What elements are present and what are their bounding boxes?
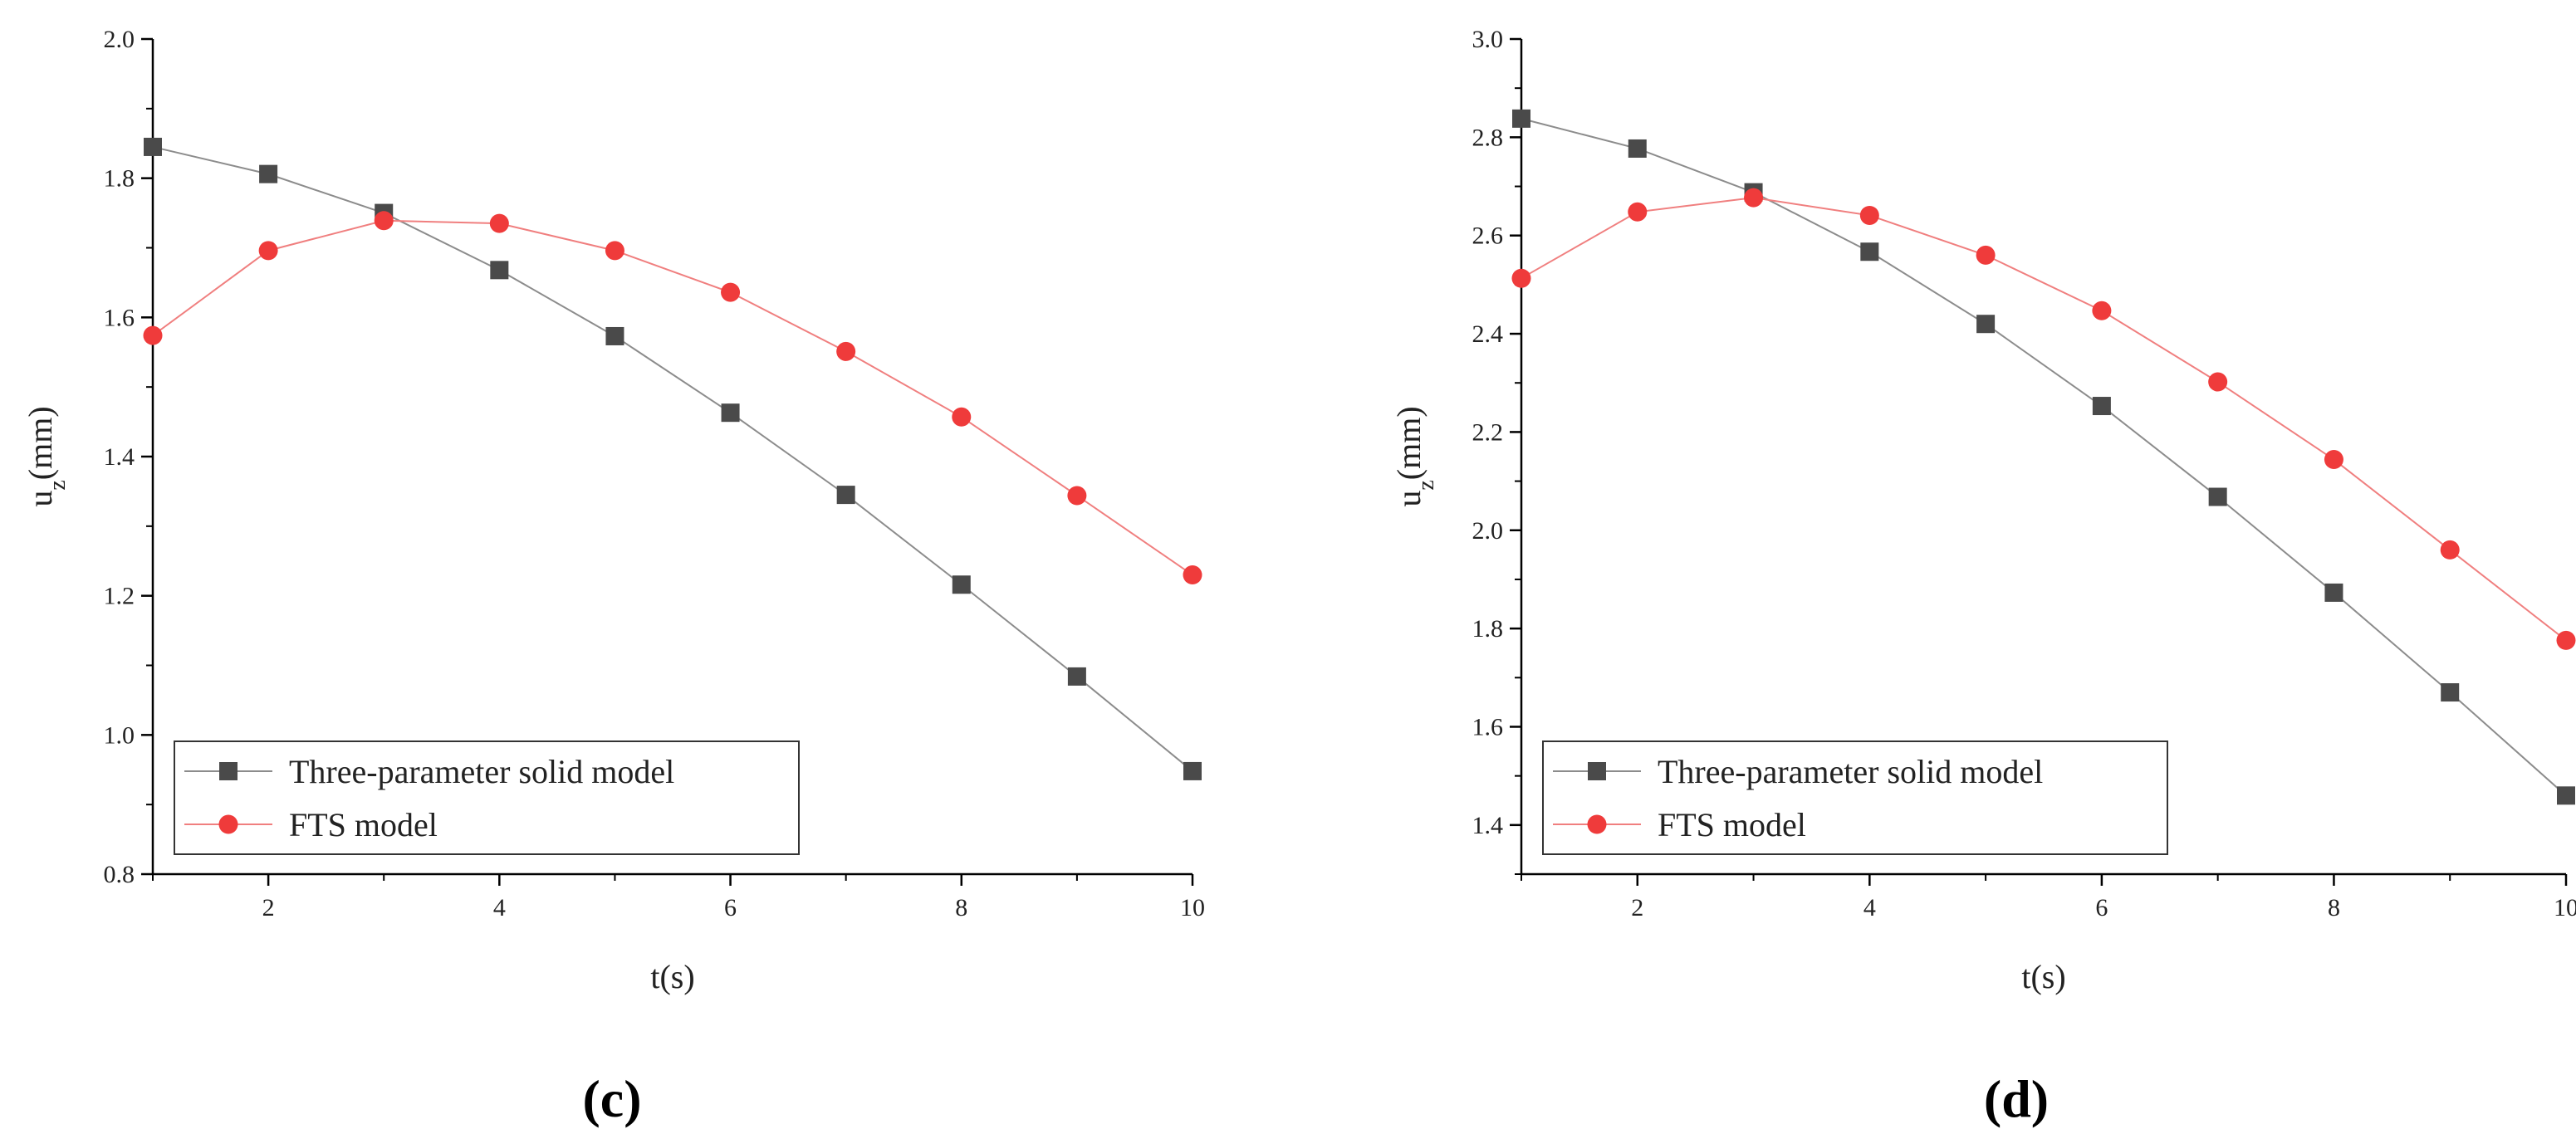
- y-tick-label: 1.6: [1472, 713, 1504, 740]
- x-tick-label: 2: [1631, 894, 1643, 921]
- legend-box: [1542, 740, 2168, 855]
- data-point-circle: [258, 241, 278, 261]
- panel-label: (c): [582, 1069, 641, 1128]
- data-point-square: [1512, 109, 1530, 128]
- series-line-three-parameter: [152, 145, 1193, 772]
- x-tick-label: 4: [1863, 894, 1876, 921]
- data-point-square: [605, 326, 624, 345]
- legend-label: FTS model: [1658, 806, 1806, 843]
- data-point-square: [259, 164, 278, 183]
- series-line-fts: [1521, 197, 2567, 642]
- y-axis-title-subscript: z: [1413, 480, 1439, 490]
- data-point-square: [144, 137, 162, 156]
- y-axis-title-unit: (mm): [1390, 406, 1428, 480]
- data-point-square: [490, 261, 509, 280]
- x-tick-label: 8: [2328, 894, 2340, 921]
- legend-box: [174, 740, 800, 855]
- data-point-square: [836, 486, 855, 505]
- y-tick-label: 3.0: [1472, 26, 1504, 53]
- legend-swatch-square: [219, 762, 238, 780]
- x-tick-label: 6: [2095, 894, 2108, 921]
- data-point-square: [1183, 761, 1202, 780]
- y-axis-title-main: u: [1390, 491, 1428, 507]
- y-axis-title-subscript: z: [45, 480, 71, 490]
- data-point-square: [1067, 667, 1086, 686]
- data-point-circle: [2324, 450, 2343, 470]
- legend-label: FTS model: [289, 806, 438, 843]
- data-point-circle: [374, 211, 394, 231]
- data-point-square: [2092, 397, 2111, 416]
- chart-panel-d: 1.41.61.82.02.22.42.62.83.02 4 6 8 10t(s)uz(…: [1390, 26, 2576, 1128]
- x-tick-label: 10: [2554, 894, 2576, 921]
- data-point-circle: [605, 241, 624, 261]
- y-tick-label: 0.8: [104, 861, 135, 888]
- data-point-circle: [836, 341, 856, 361]
- data-point-circle: [1744, 188, 1764, 208]
- data-point-circle: [952, 407, 972, 427]
- data-point-square: [721, 403, 740, 423]
- x-axis-title: t(s): [2021, 958, 2065, 995]
- data-point-square: [1860, 242, 1879, 261]
- data-point-square: [1976, 315, 1996, 334]
- data-point-circle: [2440, 540, 2460, 560]
- legend-swatch-circle: [218, 814, 238, 834]
- y-tick-label: 2.2: [1472, 418, 1504, 446]
- legend: Three-parameter solid model FTS model: [1542, 740, 2168, 855]
- y-tick-label: 2.6: [1472, 222, 1504, 250]
- data-point-circle: [2092, 301, 2112, 320]
- data-point-circle: [1976, 245, 1996, 265]
- y-tick-label: 1.2: [104, 583, 135, 610]
- data-point-square: [2324, 583, 2343, 602]
- y-axis-title-main: u: [22, 491, 59, 507]
- data-point-square: [952, 575, 971, 594]
- data-point-square: [2441, 683, 2460, 702]
- data-point-circle: [1628, 202, 1648, 222]
- data-point-circle: [1067, 486, 1087, 506]
- data-point-circle: [721, 282, 741, 302]
- data-point-circle: [1859, 205, 1879, 225]
- data-point-circle: [2208, 372, 2228, 392]
- series-line-fts: [152, 219, 1193, 576]
- y-tick-label: 2.8: [1472, 124, 1504, 151]
- legend-swatch-circle: [1587, 814, 1607, 834]
- x-tick-label: 8: [955, 894, 967, 921]
- data-point-circle: [1511, 268, 1531, 288]
- data-point-circle: [489, 213, 509, 233]
- series-line-three-parameter: [1521, 117, 2567, 797]
- x-axis-title: t(s): [650, 958, 694, 995]
- y-axis-title-unit: (mm): [22, 406, 59, 480]
- x-tick-label: 10: [1180, 894, 1205, 921]
- data-point-square: [1628, 139, 1647, 158]
- data-point-square: [2557, 786, 2575, 805]
- y-tick-label: 1.8: [1472, 615, 1504, 643]
- y-tick-label: 1.0: [104, 721, 135, 749]
- data-point-circle: [143, 325, 163, 345]
- x-tick-label: 6: [724, 894, 737, 921]
- y-tick-label: 1.4: [104, 443, 135, 471]
- y-tick-label: 1.4: [1472, 812, 1504, 839]
- y-tick-label: 2.0: [104, 26, 135, 53]
- panel-label: (d): [1984, 1069, 2049, 1128]
- legend-swatch-square: [1588, 762, 1606, 780]
- data-point-circle: [2556, 630, 2576, 650]
- y-tick-label: 1.6: [104, 304, 135, 331]
- y-tick-label: 2.4: [1472, 320, 1504, 348]
- data-point-square: [2208, 487, 2227, 506]
- legend-label: Three-parameter solid model: [1658, 753, 2043, 790]
- x-tick-label: 2: [262, 894, 275, 921]
- chart-panel-c: 0.8 1.0 1.2 1.4 1.6 1.8 2.0 2 4 6 8 10 t(s) uz(mm) Thr…: [22, 26, 1205, 1128]
- data-point-circle: [1183, 565, 1202, 585]
- y-tick-label: 1.8: [104, 165, 135, 193]
- x-tick-label: 4: [493, 894, 506, 921]
- y-axis-title: uz(mm): [22, 406, 71, 506]
- legend-label: Three-parameter solid model: [289, 753, 674, 790]
- y-axis-title: uz(mm): [1390, 406, 1439, 506]
- y-tick-label: 2.0: [1472, 517, 1504, 545]
- legend: Three-parameter solid model FTS model: [174, 740, 800, 855]
